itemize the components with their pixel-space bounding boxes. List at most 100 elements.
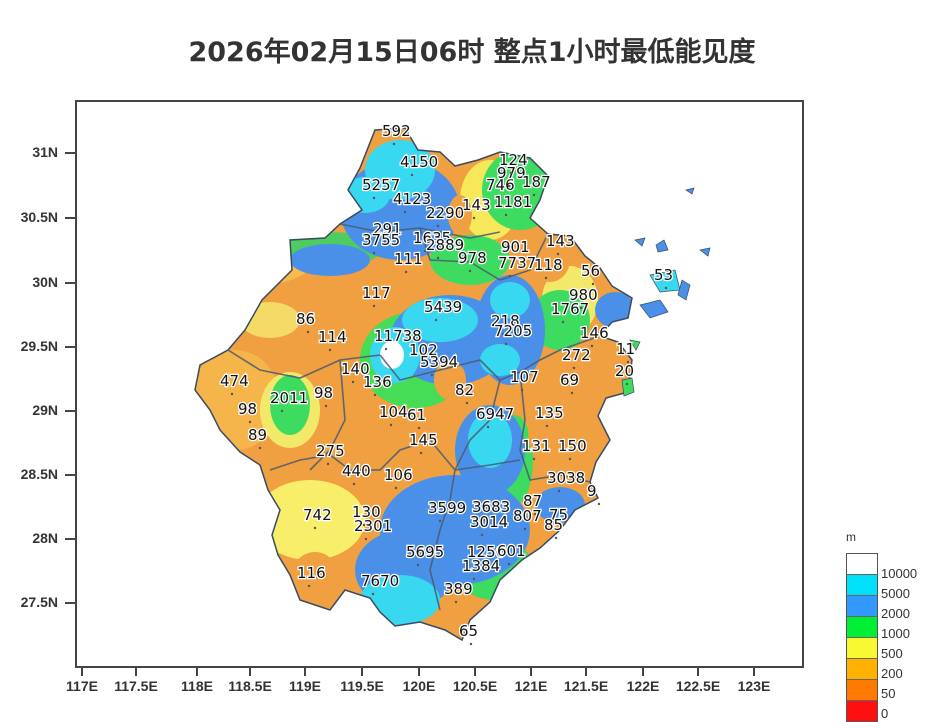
station-value: 75: [549, 506, 568, 524]
station-value: 3038: [547, 469, 585, 487]
station-value: 291: [373, 220, 402, 238]
x-tick-mark: [304, 668, 306, 676]
y-tick-mark: [65, 410, 75, 412]
x-tick-mark: [530, 668, 532, 676]
x-tick-label: 121.5E: [563, 678, 609, 694]
station-value: 150: [558, 437, 587, 455]
legend-swatch: [847, 638, 877, 659]
station-value: 218: [491, 312, 520, 330]
station-value: 87: [523, 492, 542, 510]
chart-title: 2026年02月15日06时 整点1小时最低能见度: [188, 37, 756, 68]
station-dot: [404, 270, 408, 274]
y-tick-label: 30N: [32, 274, 58, 290]
station-dot: [472, 577, 476, 581]
station-dot: [504, 213, 508, 217]
legend-colorbar: [846, 553, 878, 722]
station-dot: [561, 320, 565, 324]
legend-label: 500: [881, 646, 903, 661]
legend-label: 200: [881, 666, 903, 681]
station-dot: [507, 562, 511, 566]
legend-unit: m: [846, 530, 856, 544]
station-dot: [417, 426, 421, 430]
legend-swatch: [847, 596, 877, 617]
legend-swatch: [847, 701, 877, 721]
station-dot: [520, 388, 524, 392]
station-value: 1384: [462, 557, 500, 575]
station-dot: [362, 523, 366, 527]
station-dot: [313, 526, 317, 530]
station-dot: [482, 518, 486, 522]
x-tick-mark: [585, 668, 587, 676]
station-value: 89: [248, 426, 267, 444]
station-dot: [384, 347, 388, 351]
station-dot: [556, 252, 560, 256]
station-dot: [626, 360, 630, 364]
station-value: 69: [560, 371, 579, 389]
station-dot: [373, 393, 377, 397]
station-dot: [372, 196, 376, 200]
station-value: 272: [562, 346, 591, 364]
station-value: 56: [581, 262, 600, 280]
station-dot: [523, 527, 527, 531]
station-dot: [545, 424, 549, 428]
station-dot: [280, 409, 284, 413]
station-value: 4150: [400, 153, 438, 171]
station-dot: [511, 258, 515, 262]
station-dot: [410, 173, 414, 177]
station-value: 106: [384, 466, 413, 484]
station-dot: [507, 184, 511, 188]
x-tick-mark: [81, 668, 83, 676]
station-value: 114: [318, 328, 347, 346]
station-dot: [591, 282, 595, 286]
x-tick-mark: [196, 668, 198, 676]
station-dot: [469, 642, 473, 646]
station-dot: [533, 512, 537, 516]
station-dot: [532, 193, 536, 197]
station-dot: [392, 142, 396, 146]
station-value: 275: [316, 442, 345, 460]
station-dot: [306, 330, 310, 334]
station-value: 1256: [467, 543, 505, 561]
station-dot: [504, 342, 508, 346]
station-dot: [403, 210, 407, 214]
station-dot: [352, 482, 356, 486]
station-value: 2290: [426, 204, 464, 222]
station-value: 143: [462, 196, 491, 214]
station-value: 2889: [426, 236, 464, 254]
station-dot: [557, 489, 561, 493]
station-value: 440: [342, 462, 371, 480]
y-tick-mark: [65, 602, 75, 604]
x-tick-label: 123E: [737, 678, 771, 694]
x-tick-label: 120E: [402, 678, 436, 694]
x-tick-label: 120.5E: [452, 678, 498, 694]
x-tick-label: 121E: [514, 678, 548, 694]
station-dot: [554, 536, 558, 540]
station-value: 5394: [420, 353, 458, 371]
station-value: 3755: [362, 231, 400, 249]
station-value: 98: [238, 400, 257, 418]
station-value: 146: [580, 324, 609, 342]
station-dot: [477, 563, 481, 567]
station-value: 807: [513, 507, 542, 525]
station-value: 2011: [270, 389, 308, 407]
station-value: 1635: [413, 229, 451, 247]
legend-label: 10000: [881, 566, 918, 581]
x-tick-label: 118.5E: [228, 678, 272, 694]
station-value: 124: [499, 151, 528, 169]
y-tick-mark: [65, 217, 75, 219]
station-dot: [372, 304, 376, 308]
station-dot: [383, 240, 387, 244]
station-dot: [472, 216, 476, 220]
station-value: 2301: [354, 517, 392, 535]
station-value: 980: [569, 286, 598, 304]
station-value: 143: [546, 232, 575, 250]
legend-label: 5000: [881, 586, 910, 601]
station-dot: [430, 373, 434, 377]
x-tick-mark: [361, 668, 363, 676]
x-tick-mark: [697, 668, 699, 676]
x-tick-mark: [642, 668, 644, 676]
station-value: 145: [409, 431, 438, 449]
station-value: 389: [444, 580, 473, 598]
station-dot: [438, 519, 442, 523]
station-dot: [468, 269, 472, 273]
